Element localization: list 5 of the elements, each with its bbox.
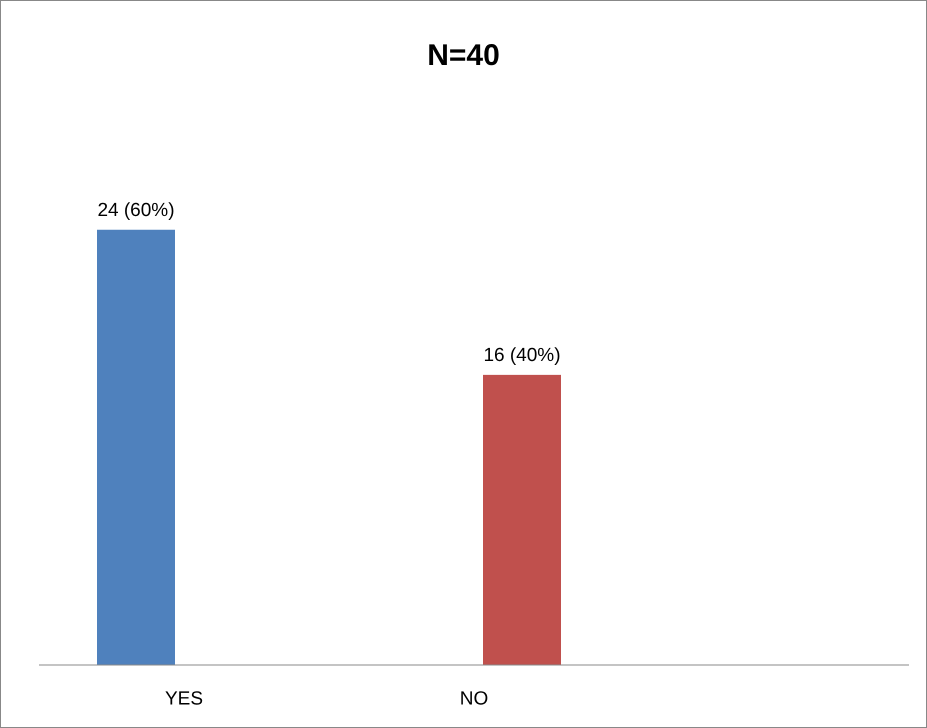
- x-tick-label: NO: [460, 688, 488, 710]
- data-label: 16 (40%): [483, 344, 561, 366]
- x-tick-label: YES: [164, 688, 204, 710]
- data-label: 24 (60%): [97, 200, 175, 221]
- chart-title: N=40: [426, 39, 501, 73]
